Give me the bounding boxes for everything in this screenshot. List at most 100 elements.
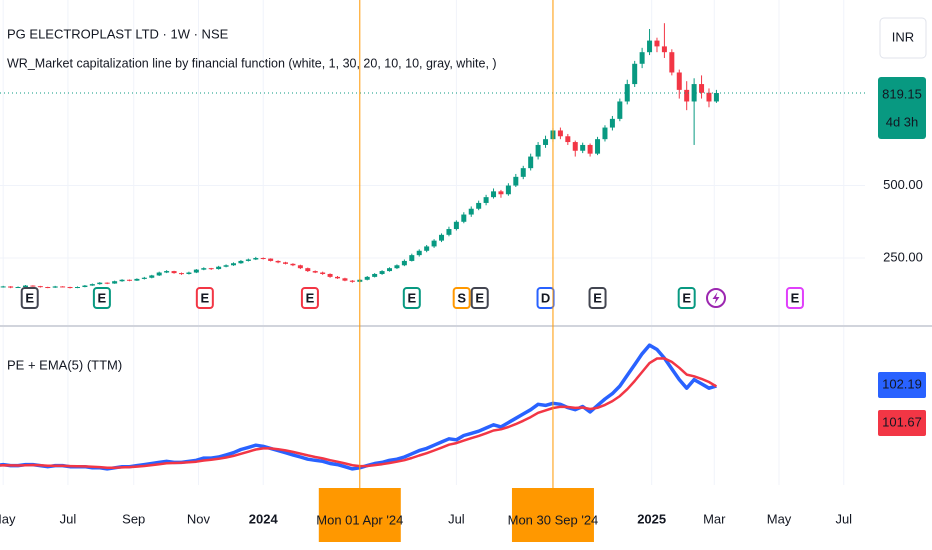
indicator-value-box bbox=[878, 372, 926, 398]
pane-title: PE + EMA(5) (TTM) bbox=[7, 357, 122, 372]
candle-body bbox=[654, 40, 660, 47]
candle-body bbox=[82, 285, 88, 288]
event-marker bbox=[20, 287, 39, 309]
candle-body bbox=[706, 92, 712, 102]
candle-body bbox=[0, 286, 6, 288]
candle-body bbox=[104, 282, 110, 284]
candle-body bbox=[572, 142, 578, 151]
candle-body bbox=[230, 263, 236, 266]
candle-body bbox=[632, 63, 638, 85]
event-marker bbox=[785, 287, 804, 309]
event-label: E bbox=[593, 290, 602, 305]
candle-body bbox=[364, 276, 370, 280]
candle-body bbox=[275, 260, 281, 263]
event-label: E bbox=[407, 290, 416, 305]
candle-body bbox=[439, 234, 445, 241]
candle-body bbox=[513, 176, 519, 186]
candle-body bbox=[290, 263, 296, 266]
candle-body bbox=[491, 191, 497, 198]
crosshair-box bbox=[318, 488, 401, 542]
candle-body bbox=[193, 269, 199, 273]
event-marker bbox=[470, 287, 489, 309]
candle-body bbox=[45, 287, 51, 289]
candle-body bbox=[253, 258, 259, 260]
event-label: E bbox=[25, 290, 34, 305]
x-tick-label: Jul bbox=[448, 511, 465, 526]
candle-body bbox=[245, 259, 251, 261]
candle-body bbox=[498, 191, 504, 195]
crosshair-label: Mon 30 Sep '24 bbox=[508, 512, 599, 527]
event-marker bbox=[402, 287, 421, 309]
candle-body bbox=[119, 279, 125, 282]
candle-body bbox=[208, 268, 214, 270]
event-marker bbox=[588, 287, 607, 309]
last-price-box bbox=[878, 77, 926, 140]
candle-body bbox=[149, 275, 155, 278]
candle-body bbox=[639, 52, 645, 64]
candle-body bbox=[676, 72, 682, 90]
event-marker bbox=[677, 287, 696, 309]
candle-body bbox=[156, 272, 162, 276]
candle-body bbox=[684, 89, 690, 102]
candle-body bbox=[424, 246, 430, 251]
x-tick-label: 2024 bbox=[249, 511, 279, 526]
candle-body bbox=[134, 278, 140, 281]
candle-body bbox=[312, 271, 318, 273]
candle-body bbox=[186, 272, 192, 274]
candle-body bbox=[97, 282, 103, 285]
x-tick-label: Mar bbox=[703, 511, 726, 526]
candle-body bbox=[67, 287, 73, 289]
candle-body bbox=[528, 156, 534, 169]
candle-body bbox=[305, 268, 311, 272]
candle-body bbox=[535, 144, 541, 157]
currency[interactable]: INR bbox=[892, 29, 914, 44]
indicator-line bbox=[0, 357, 718, 469]
event-marker bbox=[300, 287, 319, 309]
candle-body bbox=[565, 136, 571, 143]
candle-body bbox=[238, 260, 244, 264]
candle-body bbox=[587, 144, 593, 154]
candle-body bbox=[30, 285, 36, 287]
candle-body bbox=[624, 84, 630, 102]
candle-body bbox=[74, 287, 80, 289]
event-label: E bbox=[306, 290, 315, 305]
candle-body bbox=[112, 281, 118, 284]
x-tick-label: Jul bbox=[835, 511, 852, 526]
candle-body bbox=[52, 286, 58, 288]
event-marker bbox=[92, 287, 111, 309]
candle-body bbox=[379, 271, 385, 274]
candle-body bbox=[268, 258, 274, 261]
candle-body bbox=[171, 271, 177, 274]
candle-body bbox=[505, 185, 511, 195]
last-price-label: 819.15 bbox=[882, 86, 922, 101]
candle-body bbox=[409, 255, 415, 261]
candle-body bbox=[468, 208, 474, 215]
x-tick-label: May bbox=[0, 511, 16, 526]
candle-body bbox=[691, 84, 697, 102]
candle-body bbox=[580, 144, 586, 151]
candle-body bbox=[201, 268, 207, 270]
event-label: E bbox=[791, 290, 800, 305]
overlay: May Jul Sep Nov 2024 Jul 2025 Mar May Jul 250.00 50… bbox=[0, 0, 926, 542]
candle-body bbox=[260, 258, 266, 260]
dividend-lightning bbox=[706, 288, 726, 308]
candle-body bbox=[37, 286, 43, 288]
candle-body bbox=[60, 286, 66, 288]
event-label: E bbox=[98, 290, 107, 305]
candle-body bbox=[595, 139, 601, 154]
candle-body bbox=[216, 266, 222, 270]
candle-body bbox=[543, 139, 549, 145]
candle-body bbox=[520, 168, 526, 177]
candle-body bbox=[342, 278, 348, 281]
candle-body bbox=[126, 279, 132, 281]
candle-body bbox=[476, 202, 482, 209]
candle-body bbox=[297, 265, 303, 269]
event-label: D bbox=[541, 290, 550, 305]
x-tick-label: Jul bbox=[60, 511, 77, 526]
currency-box[interactable] bbox=[879, 17, 927, 59]
candle-body bbox=[349, 280, 355, 282]
y-tick-label: 500.00 bbox=[883, 177, 923, 192]
indicator-value-label: 102.19 bbox=[882, 376, 922, 391]
grid bbox=[0, 0, 865, 485]
